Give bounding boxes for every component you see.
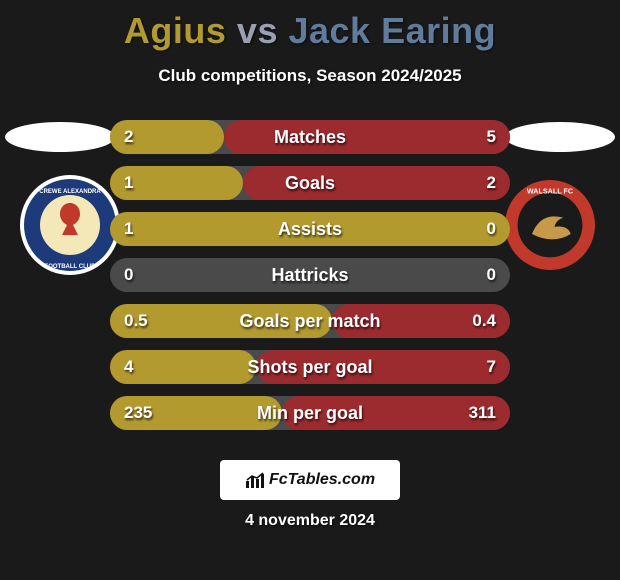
- brand-text: FcTables.com: [269, 471, 375, 489]
- stat-row: 235311Min per goal: [110, 396, 510, 430]
- stat-row: 10Assists: [110, 212, 510, 246]
- svg-text:CREWE ALEXANDRA: CREWE ALEXANDRA: [39, 189, 101, 195]
- svg-text:FOOTBALL CLUB: FOOTBALL CLUB: [45, 264, 97, 270]
- stat-row: 12Goals: [110, 166, 510, 200]
- stat-row: 0.50.4Goals per match: [110, 304, 510, 338]
- walsall-crest-icon: WALSALL FC: [505, 180, 595, 270]
- stat-row: 00Hattricks: [110, 258, 510, 292]
- stat-label: Goals per match: [110, 311, 510, 332]
- page-title: Agius vs Jack Earing: [0, 0, 620, 52]
- stat-label: Matches: [110, 127, 510, 148]
- stat-label: Goals: [110, 173, 510, 194]
- crewe-crest-icon: CREWE ALEXANDRA FOOTBALL CLUB: [20, 175, 120, 275]
- svg-text:WALSALL FC: WALSALL FC: [527, 187, 573, 196]
- player1-name: Agius: [124, 10, 227, 51]
- stat-label: Shots per goal: [110, 357, 510, 378]
- vs-text: vs: [237, 10, 278, 51]
- brand-link[interactable]: FcTables.com: [220, 460, 400, 500]
- player2-name: Jack Earing: [288, 10, 496, 51]
- stat-label: Min per goal: [110, 403, 510, 424]
- subtitle: Club competitions, Season 2024/2025: [0, 66, 620, 86]
- date-text: 4 november 2024: [0, 512, 620, 530]
- crest-left: CREWE ALEXANDRA FOOTBALL CLUB: [20, 175, 120, 275]
- stat-label: Hattricks: [110, 265, 510, 286]
- stat-row: 47Shots per goal: [110, 350, 510, 384]
- stats-container: 25Matches 12Goals 10Assists 00Hattricks 0.50…: [110, 120, 510, 430]
- stat-row: 25Matches: [110, 120, 510, 154]
- player1-photo: [5, 122, 115, 152]
- chart-icon: [245, 471, 265, 489]
- crest-right: WALSALL FC: [500, 175, 600, 275]
- stat-label: Assists: [110, 219, 510, 240]
- player2-photo: [505, 122, 615, 152]
